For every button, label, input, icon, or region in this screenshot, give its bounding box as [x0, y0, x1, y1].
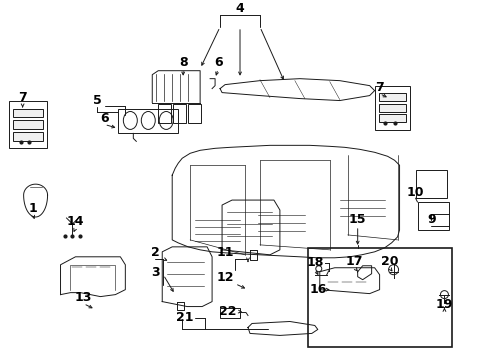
- Text: 13: 13: [75, 291, 92, 304]
- Bar: [13, 132, 42, 141]
- Bar: [307, 248, 451, 347]
- Text: 16: 16: [308, 283, 326, 296]
- Text: 6: 6: [100, 112, 108, 125]
- Text: 15: 15: [348, 213, 366, 226]
- Bar: [378, 93, 405, 100]
- Text: 1: 1: [28, 202, 37, 215]
- Bar: [13, 121, 42, 129]
- Bar: [158, 104, 171, 123]
- Text: 14: 14: [66, 216, 84, 229]
- Text: 7: 7: [374, 81, 383, 94]
- Bar: [188, 104, 201, 123]
- Text: 3: 3: [151, 266, 159, 279]
- Text: 9: 9: [427, 213, 435, 226]
- Bar: [13, 108, 42, 117]
- Text: 21: 21: [176, 311, 194, 324]
- Bar: [378, 104, 405, 112]
- Bar: [220, 307, 240, 318]
- Text: 4: 4: [235, 3, 244, 15]
- Text: 18: 18: [305, 256, 323, 269]
- Text: 2: 2: [151, 246, 159, 259]
- Text: 6: 6: [213, 56, 222, 69]
- Text: 11: 11: [216, 246, 233, 259]
- Text: 12: 12: [216, 271, 233, 284]
- Bar: [417, 202, 448, 230]
- Text: 5: 5: [93, 94, 102, 107]
- Text: 17: 17: [345, 255, 363, 268]
- Bar: [173, 104, 186, 123]
- Text: 10: 10: [406, 186, 424, 199]
- Text: 19: 19: [435, 298, 452, 311]
- Text: 8: 8: [179, 56, 187, 69]
- Bar: [415, 170, 447, 198]
- Text: 7: 7: [18, 91, 27, 104]
- Text: 22: 22: [219, 305, 236, 318]
- Bar: [378, 114, 405, 122]
- Bar: [118, 108, 178, 134]
- Bar: [9, 100, 46, 148]
- Bar: [374, 86, 408, 130]
- Text: 20: 20: [380, 255, 398, 268]
